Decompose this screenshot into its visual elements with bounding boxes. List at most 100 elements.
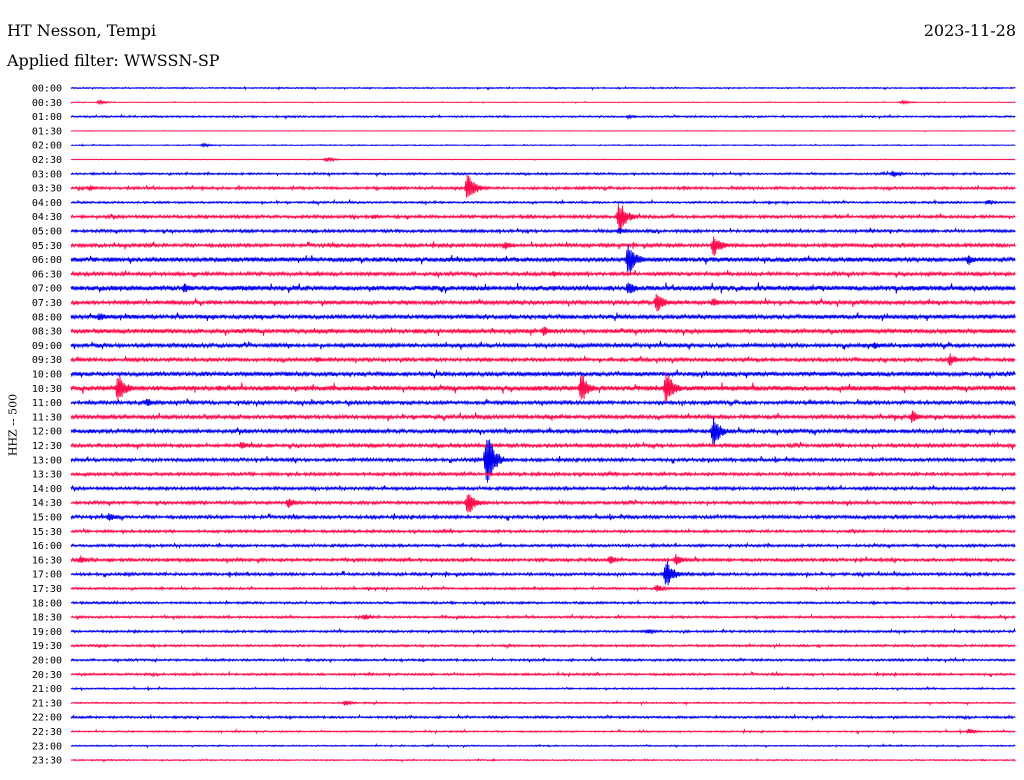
seismogram-trace <box>70 169 1016 178</box>
y-tick-label: 01:30 <box>32 126 62 137</box>
seismogram-trace <box>70 439 1016 483</box>
seismogram-trace <box>70 656 1016 664</box>
seismogram-trace <box>70 85 1016 91</box>
seismogram-trace <box>70 470 1016 478</box>
y-tick-label: 14:00 <box>32 484 62 495</box>
y-tick-label: 15:00 <box>32 513 62 524</box>
y-tick-label: 00:30 <box>32 98 62 109</box>
seismogram-trace <box>70 369 1016 379</box>
seismogram-trace <box>70 293 1016 312</box>
y-tick-labels: 00:00 00:30 01:00 01:30 02:00 02:30 03:00 03:30… <box>32 84 62 767</box>
y-tick-label: 09:00 <box>32 341 62 352</box>
y-tick-label: 11:30 <box>32 412 62 423</box>
seismogram-trace <box>70 584 1016 593</box>
seismogram-trace <box>70 353 1016 366</box>
y-tick-label: 20:00 <box>32 656 62 667</box>
seismogram-trace <box>70 494 1016 513</box>
y-tick-label: 17:30 <box>32 584 62 595</box>
y-tick-label: 10:30 <box>32 384 62 395</box>
y-tick-label: 22:00 <box>32 713 62 724</box>
y-tick-label: 21:00 <box>32 684 62 695</box>
y-tick-label: 01:00 <box>32 112 62 123</box>
y-tick-label: 20:30 <box>32 670 62 681</box>
y-tick-label: 14:30 <box>32 498 62 509</box>
y-tick-label: 03:30 <box>32 184 62 195</box>
seismogram-trace <box>70 685 1016 692</box>
y-tick-label: 09:30 <box>32 355 62 366</box>
seismogram-trace <box>70 398 1016 407</box>
seismogram-trace <box>70 326 1016 336</box>
y-tick-label: 05:00 <box>32 227 62 238</box>
seismogram-trace <box>70 553 1016 566</box>
seismogram-traces <box>70 85 1016 763</box>
seismogram-trace <box>70 141 1016 148</box>
seismogram-trace <box>70 742 1016 749</box>
seismogram-trace <box>70 226 1016 235</box>
y-tick-label: 00:00 <box>32 84 62 95</box>
seismogram-trace <box>70 441 1016 450</box>
seismogram-trace <box>70 340 1016 350</box>
seismogram-trace <box>70 113 1016 120</box>
seismogram-trace <box>70 713 1016 721</box>
seismogram-trace <box>70 175 1016 198</box>
seismogram-trace <box>70 410 1016 424</box>
y-tick-label: 10:00 <box>32 370 62 381</box>
y-tick-label: 02:30 <box>32 155 62 166</box>
seismogram-trace <box>70 270 1016 278</box>
y-tick-label: 04:30 <box>32 212 62 223</box>
y-tick-label: 23:30 <box>32 756 62 767</box>
seismogram-trace <box>70 599 1016 607</box>
seismogram-trace <box>70 244 1016 274</box>
seismogram-trace <box>70 198 1016 207</box>
y-tick-label: 04:00 <box>32 198 62 209</box>
y-tick-label: 18:00 <box>32 598 62 609</box>
seismogram-trace <box>70 627 1016 636</box>
seismogram-trace <box>70 512 1016 521</box>
seismogram-trace <box>70 613 1016 621</box>
y-tick-label: 08:30 <box>32 327 62 338</box>
y-tick-label: 19:00 <box>32 627 62 638</box>
y-tick-label: 21:30 <box>32 698 62 709</box>
filter-label: Applied filter: WWSSN-SP <box>7 51 220 70</box>
seismogram-trace <box>70 700 1016 706</box>
seismogram-trace <box>70 282 1016 294</box>
y-tick-label: 06:30 <box>32 269 62 280</box>
date-label: 2023-11-28 <box>923 21 1016 40</box>
y-tick-label: 16:00 <box>32 541 62 552</box>
y-tick-label: 16:30 <box>32 555 62 566</box>
y-tick-label: 19:30 <box>32 641 62 652</box>
y-tick-label: 07:30 <box>32 298 62 309</box>
y-tick-label: 13:00 <box>32 455 62 466</box>
y-tick-label: 11:00 <box>32 398 62 409</box>
y-tick-label: 03:00 <box>32 169 62 180</box>
seismogram-trace <box>70 98 1016 106</box>
y-tick-label: 12:30 <box>32 441 62 452</box>
seismogram-trace <box>70 561 1016 586</box>
seismogram-trace <box>70 527 1016 535</box>
y-tick-label: 13:30 <box>32 470 62 481</box>
y-tick-label: 17:00 <box>32 570 62 581</box>
y-tick-label: 15:30 <box>32 527 62 538</box>
y-tick-label: 05:30 <box>32 241 62 252</box>
seismogram-trace <box>70 484 1016 492</box>
seismogram-trace <box>70 757 1016 763</box>
y-tick-label: 22:30 <box>32 727 62 738</box>
seismogram-trace <box>70 129 1016 133</box>
y-tick-label: 08:00 <box>32 312 62 323</box>
y-tick-label: 18:30 <box>32 613 62 624</box>
seismogram-trace <box>70 236 1016 257</box>
seismogram-trace <box>70 541 1016 550</box>
y-tick-label: 06:00 <box>32 255 62 266</box>
y-tick-label: 12:00 <box>32 427 62 438</box>
station-title: HT Nesson, Tempi <box>7 21 157 40</box>
seismogram-trace <box>70 312 1016 322</box>
seismogram-trace <box>70 728 1016 735</box>
seismogram-trace <box>70 670 1016 678</box>
seismogram-trace <box>70 203 1016 233</box>
y-tick-label: 02:00 <box>32 141 62 152</box>
seismogram-trace <box>70 642 1016 650</box>
seismogram-trace <box>70 156 1016 163</box>
seismogram-trace <box>70 417 1016 446</box>
y-tick-label: 07:00 <box>32 284 62 295</box>
